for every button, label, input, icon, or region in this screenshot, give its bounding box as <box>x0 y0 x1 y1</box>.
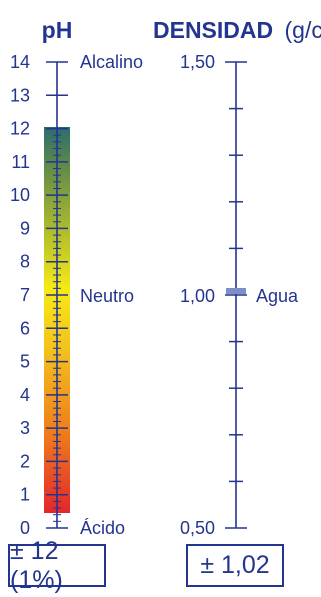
water-marker <box>226 288 246 294</box>
ph-tick-label: 0 <box>20 518 30 538</box>
density-marker-label: Agua <box>256 286 299 306</box>
ph-tick-label: 11 <box>11 152 30 172</box>
ph-label-neutro: Neutro <box>80 286 134 306</box>
density-tick-label-mid: 1,00 <box>180 286 215 306</box>
ph-tick-label: 2 <box>20 451 30 471</box>
ph-label-acido: Ácido <box>80 518 125 538</box>
ph-tick-label: 10 <box>10 185 30 205</box>
ph-tick-label: 12 <box>10 119 30 139</box>
ph-tick-label: 6 <box>20 318 30 338</box>
ph-tick-label: 4 <box>20 385 30 405</box>
density-ticks <box>225 61 247 529</box>
density-scale: 1,50 1,00 0,50 Agua <box>180 52 299 538</box>
ph-tick-label: 1 <box>20 485 30 505</box>
density-tick-label-min: 0,50 <box>180 518 215 538</box>
ph-title: pH <box>42 17 73 43</box>
ph-label-alcalino: Alcalino <box>80 52 143 72</box>
ph-tick-label: 7 <box>20 285 30 305</box>
ph-tick-label: 8 <box>20 252 30 272</box>
ph-range-box: ± 12 (1%) <box>8 537 106 594</box>
ph-tick-label: 9 <box>20 218 30 238</box>
density-range-box: ± 1,02 <box>186 544 284 587</box>
ph-tick-label: 14 <box>10 52 30 72</box>
density-title: DENSIDAD (g/cm3) <box>153 17 321 43</box>
density-title-bold: DENSIDAD <box>153 17 273 43</box>
ph-tick-label: 13 <box>10 85 30 105</box>
ph-tick-label: 5 <box>20 352 30 372</box>
density-title-unit: (g/cm <box>285 17 321 43</box>
ph-tick-label: 3 <box>20 418 30 438</box>
density-tick-label-max: 1,50 <box>180 52 215 72</box>
